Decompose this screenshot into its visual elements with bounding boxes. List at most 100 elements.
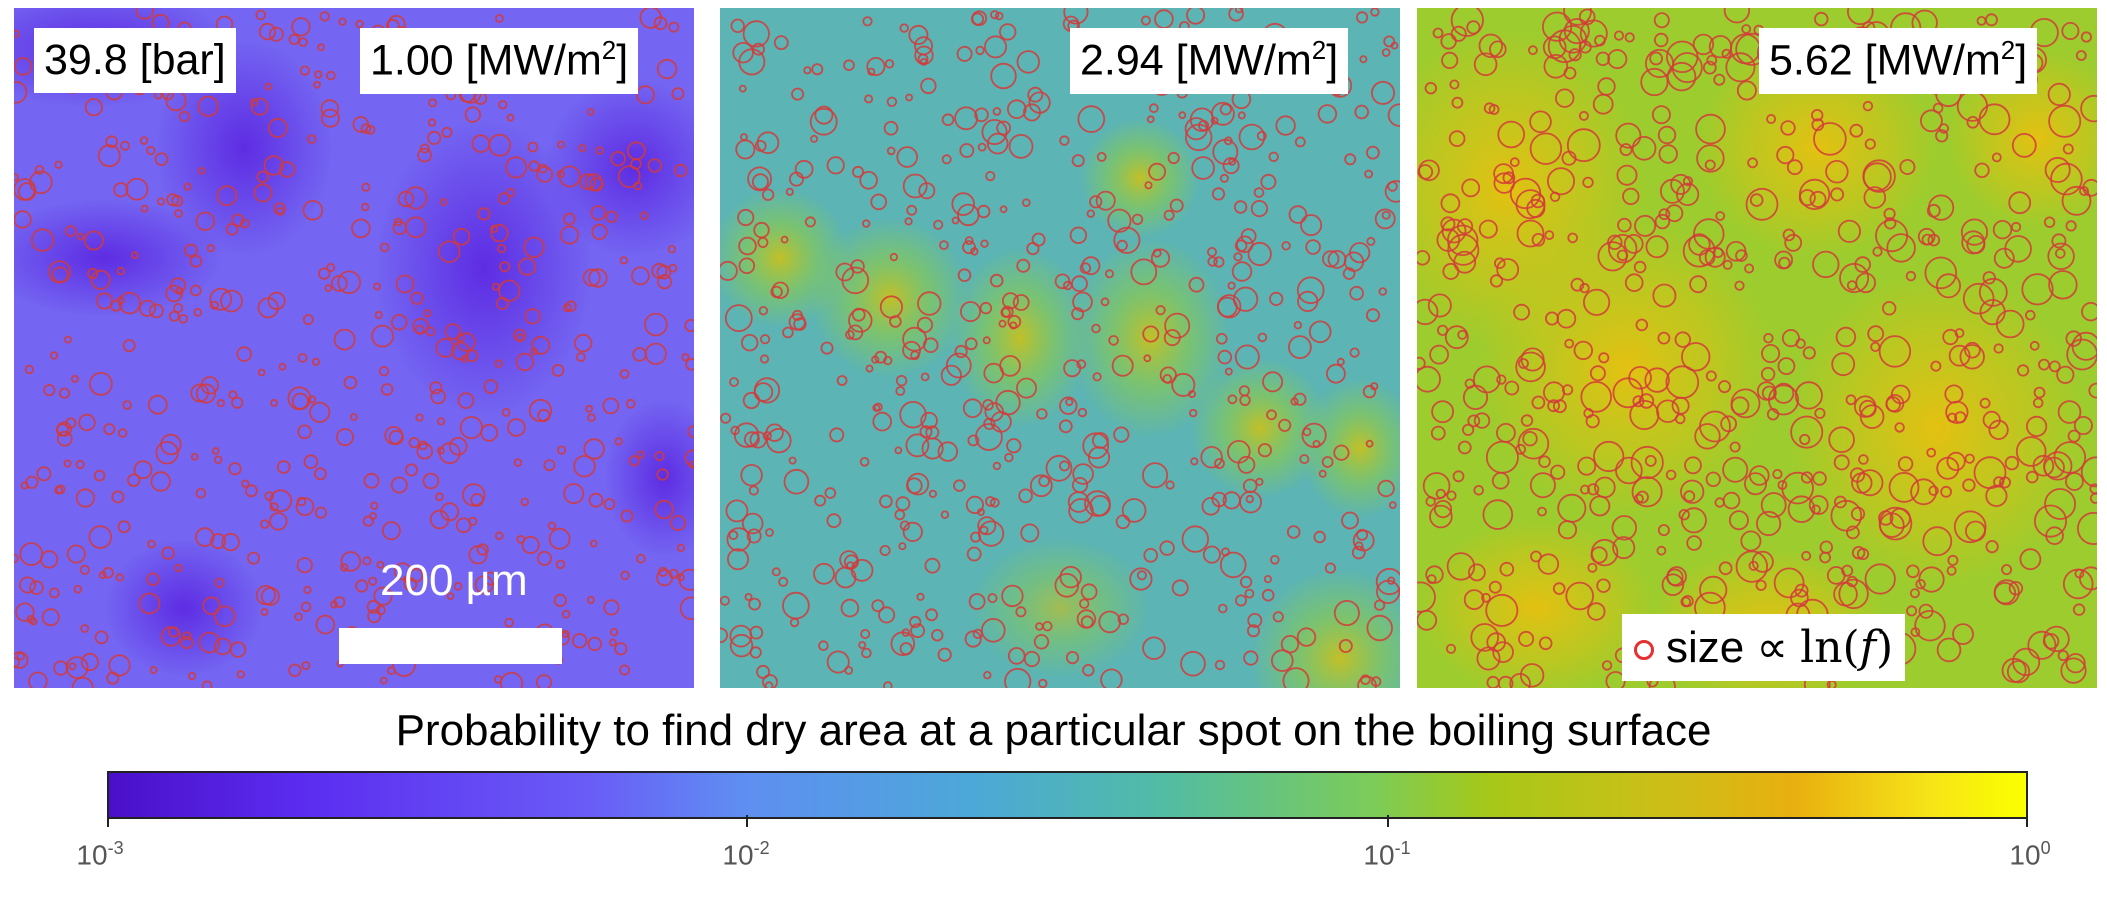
nucleation-site-circle xyxy=(1100,668,1123,688)
nucleation-site-circle xyxy=(330,274,348,292)
nucleation-site-circle xyxy=(195,487,207,499)
nucleation-site-circle xyxy=(995,389,1021,416)
nucleation-site-circle xyxy=(636,553,646,564)
nucleation-site-circle xyxy=(95,292,114,310)
nucleation-site-circle xyxy=(428,98,438,108)
nucleation-site-circle xyxy=(1715,211,1726,221)
nucleation-site-circle xyxy=(75,488,96,508)
nucleation-site-circle xyxy=(494,531,504,541)
nucleation-site-circle xyxy=(998,319,1007,328)
nucleation-site-circle xyxy=(2065,653,2086,674)
nucleation-site-circle xyxy=(1470,623,1499,652)
nucleation-site-circle xyxy=(497,243,507,254)
nucleation-site-circle xyxy=(1349,347,1360,358)
nucleation-site-circle xyxy=(210,533,227,550)
nucleation-site-circle xyxy=(80,624,90,633)
nucleation-site-circle xyxy=(656,274,673,290)
nucleation-site-circle xyxy=(879,494,893,509)
nucleation-site-circle xyxy=(1390,41,1399,50)
nucleation-site-circle xyxy=(1354,541,1364,551)
nucleation-site-circle xyxy=(1940,485,1952,498)
nucleation-site-circle xyxy=(1773,382,1795,404)
nucleation-site-circle xyxy=(1200,446,1223,469)
nucleation-site-circle xyxy=(1178,111,1187,120)
nucleation-site-circle xyxy=(1164,312,1191,339)
nucleation-site-circle xyxy=(1286,525,1301,539)
nucleation-site-circle xyxy=(1375,567,1400,596)
nucleation-site-circle xyxy=(1635,318,1649,332)
nucleation-site-circle xyxy=(1772,468,1783,480)
nucleation-site-circle xyxy=(553,593,567,608)
nucleation-site-circle xyxy=(14,553,19,564)
nucleation-site-circle xyxy=(1462,384,1489,410)
nucleation-site-circle xyxy=(619,664,631,676)
nucleation-site-circle xyxy=(352,116,370,133)
nucleation-site-circle xyxy=(393,217,403,227)
nucleation-site-circle xyxy=(582,268,601,287)
nucleation-site-circle xyxy=(1653,12,1670,29)
nucleation-site-circle xyxy=(573,455,596,478)
nucleation-site-circle xyxy=(1833,581,1858,607)
nucleation-site-circle xyxy=(335,428,354,447)
nucleation-site-circle xyxy=(2050,162,2083,196)
nucleation-site-circle xyxy=(303,585,312,595)
nucleation-site-circle xyxy=(303,454,319,470)
nucleation-site-circle xyxy=(355,579,369,593)
nucleation-site-circle xyxy=(63,459,72,468)
nucleation-site-circle xyxy=(84,98,103,117)
nucleation-site-circle xyxy=(1244,588,1255,599)
nucleation-site-circle xyxy=(1515,189,1546,220)
nucleation-site-circle xyxy=(1473,52,1498,77)
nucleation-site-circle xyxy=(393,562,412,581)
nucleation-site-circle xyxy=(982,336,991,345)
nucleation-site-circle xyxy=(1509,673,1531,688)
nucleation-site-circle xyxy=(471,134,491,153)
nucleation-site-circle xyxy=(174,563,183,573)
nucleation-site-circle xyxy=(530,347,539,356)
nucleation-site-circle xyxy=(1071,307,1085,321)
nucleation-site-circle xyxy=(1906,605,1918,617)
nucleation-site-circle xyxy=(589,539,598,548)
nucleation-site-circle xyxy=(126,473,141,487)
nucleation-site-circle xyxy=(390,313,408,331)
nucleation-site-circle xyxy=(1867,325,1885,343)
nucleation-site-circle xyxy=(1219,103,1232,116)
nucleation-site-circle xyxy=(253,183,273,203)
nucleation-site-circle xyxy=(1488,104,1500,115)
nucleation-site-circle xyxy=(138,592,161,615)
image-panel-3: 5.62 [MW/m2] size ∝ ln(f) xyxy=(1417,8,2097,688)
nucleation-site-circle xyxy=(803,66,812,75)
nucleation-site-circle xyxy=(668,21,680,33)
nucleation-site-circle xyxy=(1773,567,1805,599)
nucleation-site-circle xyxy=(1148,103,1159,114)
nucleation-site-circle xyxy=(639,8,662,29)
nucleation-site-circle xyxy=(1885,396,1902,413)
nucleation-site-circle xyxy=(2048,104,2082,138)
nucleation-site-circle xyxy=(1433,499,1453,519)
nucleation-site-circle xyxy=(1755,510,1782,537)
nucleation-site-circle xyxy=(349,413,358,421)
nucleation-site-circle xyxy=(1982,271,1996,285)
nucleation-site-circle xyxy=(979,525,989,535)
nucleation-site-circle xyxy=(309,401,331,423)
nucleation-site-circle xyxy=(1452,470,1465,483)
nucleation-site-circle xyxy=(1544,230,1555,241)
nucleation-site-circle xyxy=(851,165,864,178)
nucleation-site-circle xyxy=(1782,228,1796,242)
nucleation-site-circle xyxy=(1745,187,1779,221)
nucleation-site-circle xyxy=(491,282,500,291)
nucleation-site-circle xyxy=(879,295,903,319)
nucleation-site-circle xyxy=(1214,659,1226,671)
nucleation-site-circle xyxy=(1706,54,1718,66)
nucleation-site-circle xyxy=(609,628,619,637)
nucleation-site-circle xyxy=(681,353,690,362)
nucleation-site-circle xyxy=(1589,365,1606,382)
nucleation-site-circle xyxy=(456,333,466,343)
nucleation-site-circle xyxy=(1217,349,1233,365)
nucleation-site-circle xyxy=(477,207,491,221)
nucleation-site-circle xyxy=(166,193,180,207)
nucleation-site-circle xyxy=(1496,258,1520,281)
nucleation-site-circle xyxy=(971,10,988,26)
nucleation-site-circle xyxy=(1612,377,1644,409)
nucleation-site-circle xyxy=(190,452,199,461)
